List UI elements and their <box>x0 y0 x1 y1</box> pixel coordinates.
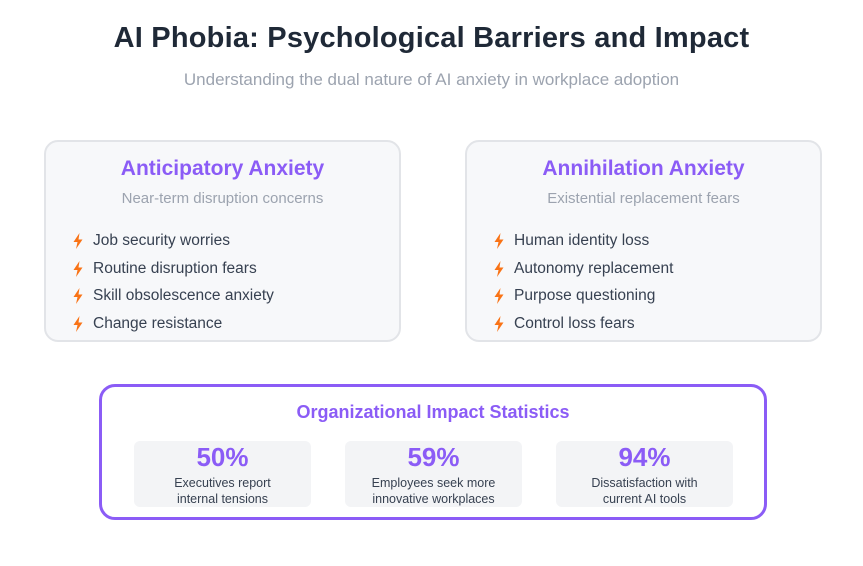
list-item-label: Human identity loss <box>514 231 650 249</box>
stat-value: 59% <box>407 442 460 472</box>
list-item-label: Job security worries <box>93 231 230 249</box>
list-item-label: Routine disruption fears <box>93 259 257 277</box>
concern-list: Human identity loss Autonomy replacement… <box>493 227 673 338</box>
list-item-label: Change resistance <box>93 315 223 333</box>
lightning-bolt-icon <box>73 232 83 249</box>
stats-title: Organizational Impact Statistics <box>296 402 570 422</box>
impact-statistics-panel: Organizational Impact Statistics 50% Exe… <box>99 384 767 520</box>
lightning-bolt-icon <box>494 232 504 249</box>
stat-value: 94% <box>618 442 671 472</box>
lightning-bolt-icon <box>494 316 504 333</box>
stat-value: 50% <box>196 442 249 472</box>
lightning-bolt-icon <box>73 288 83 305</box>
page-subtitle: Understanding the dual nature of AI anxi… <box>183 70 680 89</box>
stat-label: Dissatisfaction with current AI tools <box>591 476 698 506</box>
list-item: Control loss fears <box>493 310 673 338</box>
stat-box: 94% Dissatisfaction with current AI tool… <box>556 441 733 507</box>
stat-label: Employees seek more innovative workplace… <box>371 476 496 506</box>
lightning-bolt-icon <box>494 260 504 277</box>
card-title: Anticipatory Anxiety <box>120 157 325 180</box>
stat-label: Executives report internal tensions <box>174 476 271 506</box>
lightning-bolt-icon <box>73 260 83 277</box>
stat-box: 50% Executives report internal tensions <box>134 441 311 507</box>
list-item: Job security worries <box>72 227 274 255</box>
list-item-label: Autonomy replacement <box>514 259 674 277</box>
list-item-label: Skill obsolescence anxiety <box>93 287 274 305</box>
lightning-bolt-icon <box>73 316 83 333</box>
list-item: Routine disruption fears <box>72 255 274 283</box>
list-item-label: Purpose questioning <box>514 287 656 305</box>
lightning-bolt-icon <box>494 288 504 305</box>
list-item: Purpose questioning <box>493 283 673 311</box>
stat-box: 59% Employees seek more innovative workp… <box>345 441 522 507</box>
page-title: AI Phobia: Psychological Barriers and Im… <box>113 22 750 54</box>
card-subtitle: Existential replacement fears <box>547 190 740 207</box>
annihilation-anxiety-card: Annihilation Anxiety Existential replace… <box>465 140 822 342</box>
card-title: Annihilation Anxiety <box>542 157 745 180</box>
list-item-label: Control loss fears <box>514 315 635 333</box>
concern-list: Job security worries Routine disruption … <box>72 227 274 338</box>
list-item: Human identity loss <box>493 227 673 255</box>
card-subtitle: Near-term disruption concerns <box>121 190 324 207</box>
list-item: Skill obsolescence anxiety <box>72 283 274 311</box>
list-item: Autonomy replacement <box>493 255 673 283</box>
list-item: Change resistance <box>72 310 274 338</box>
anticipatory-anxiety-card: Anticipatory Anxiety Near-term disruptio… <box>44 140 401 342</box>
